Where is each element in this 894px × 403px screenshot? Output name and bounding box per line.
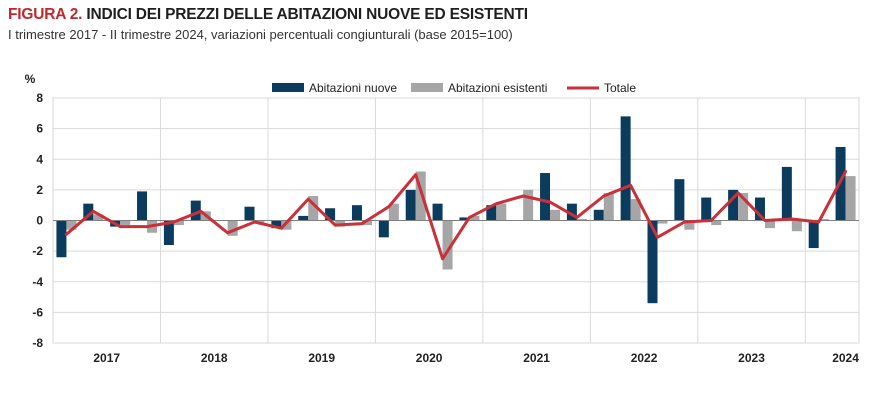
bar-abitazioni-nuove — [56, 220, 67, 258]
bar-abitazioni-esistenti — [711, 220, 722, 226]
bar-abitazioni-nuove — [298, 215, 309, 221]
bar-abitazioni-esistenti — [603, 192, 614, 221]
bar-abitazioni-esistenti — [684, 220, 695, 230]
y-tick-label: 0 — [36, 214, 43, 228]
figure-title: INDICI DEI PREZZI DELLE ABITAZIONI NUOVE… — [86, 6, 528, 23]
bar-abitazioni-esistenti — [120, 220, 131, 226]
bar-abitazioni-nuove — [432, 203, 443, 221]
bar-abitazioni-nuove — [647, 220, 658, 304]
bar-abitazioni-nuove — [486, 205, 497, 221]
x-year-label: 2019 — [308, 351, 335, 365]
figure-label: FIGURA 2. — [8, 6, 83, 23]
bar-abitazioni-nuove — [244, 206, 255, 221]
bar-abitazioni-esistenti — [93, 214, 104, 221]
bar-abitazioni-nuove — [754, 197, 765, 221]
legend-label-esistenti: Abitazioni esistenti — [448, 81, 547, 95]
chart-title: FIGURA 2. INDICI DEI PREZZI DELLE ABITAZ… — [8, 6, 528, 24]
bar-abitazioni-nuove — [378, 220, 389, 238]
bar-abitazioni-nuove — [728, 189, 739, 221]
x-year-label: 2022 — [631, 351, 658, 365]
bar-abitazioni-esistenti — [576, 218, 587, 221]
bar-abitazioni-nuove — [620, 116, 631, 221]
bar-abitazioni-esistenti — [791, 220, 802, 232]
bar-abitazioni-esistenti — [630, 199, 641, 221]
bar-abitazioni-esistenti — [738, 192, 749, 221]
bar-abitazioni-esistenti — [361, 220, 372, 226]
chart-header: FIGURA 2. INDICI DEI PREZZI DELLE ABITAZ… — [8, 6, 528, 42]
bar-abitazioni-esistenti — [388, 203, 399, 221]
bar-abitazioni-esistenti — [469, 215, 480, 221]
bar-abitazioni-nuove — [566, 203, 577, 221]
chart-subtitle: I trimestre 2017 - II trimestre 2024, va… — [8, 27, 513, 42]
x-year-label: 2020 — [416, 351, 443, 365]
y-axis: 8 6 4 2 0 -2 -4 -6 -8 — [32, 91, 43, 350]
legend: Abitazioni nuove Abitazioni esistenti Tota… — [272, 81, 636, 95]
y-tick-label: 6 — [36, 122, 43, 136]
bar-abitazioni-esistenti — [442, 220, 453, 270]
bar-abitazioni-esistenti — [173, 220, 184, 226]
bar-abitazioni-esistenti — [550, 209, 561, 221]
bar-abitazioni-esistenti — [415, 171, 426, 221]
bar-abitazioni-nuove — [325, 208, 336, 221]
x-year-label: 2023 — [738, 351, 765, 365]
y-tick-label: -6 — [32, 305, 43, 319]
bar-abitazioni-nuove — [593, 209, 604, 221]
bar-abitazioni-nuove — [190, 200, 201, 221]
bar-abitazioni-nuove — [163, 220, 174, 245]
y-unit-label: % — [25, 72, 36, 86]
total-line — [64, 170, 848, 261]
x-year-label: 2018 — [201, 351, 228, 365]
bar-abitazioni-esistenti — [523, 189, 534, 221]
x-year-label: 2017 — [93, 351, 120, 365]
line-totale — [64, 170, 848, 261]
bar-abitazioni-nuove — [405, 189, 416, 221]
bar-abitazioni-nuove — [83, 203, 94, 221]
bar-abitazioni-esistenti — [308, 196, 319, 221]
bar-abitazioni-esistenti — [281, 220, 292, 230]
legend-swatch-esistenti — [411, 83, 443, 92]
bar-abitazioni-nuove — [351, 205, 362, 221]
x-year-label: 2021 — [523, 351, 550, 365]
bar-abitazioni-esistenti — [818, 218, 829, 221]
y-tick-label: 2 — [36, 183, 43, 197]
y-tick-label: 4 — [36, 152, 43, 166]
bar-abitazioni-esistenti — [845, 176, 856, 221]
y-tick-label: -8 — [32, 336, 43, 350]
bar-abitazioni-esistenti — [496, 203, 507, 221]
bar-abitazioni-esistenti — [764, 220, 775, 229]
bar-abitazioni-nuove — [808, 220, 819, 249]
bar-abitazioni-esistenti — [657, 220, 668, 224]
y-tick-label: 8 — [36, 91, 43, 105]
y-tick-label: -2 — [32, 244, 43, 258]
bar-abitazioni-esistenti — [66, 220, 77, 230]
x-axis: 2017 2018 2019 2020 2021 2022 2023 2024 — [93, 351, 859, 365]
legend-label-totale: Totale — [604, 81, 636, 95]
bar-abitazioni-nuove — [701, 197, 712, 221]
bar-abitazioni-nuove — [540, 173, 551, 221]
legend-swatch-nuove — [272, 83, 304, 92]
bars — [56, 116, 856, 304]
bar-abitazioni-nuove — [459, 217, 470, 221]
bar-abitazioni-nuove — [674, 179, 685, 221]
legend-label-nuove: Abitazioni nuove — [309, 81, 397, 95]
bar-abitazioni-esistenti — [227, 220, 238, 236]
bar-abitazioni-nuove — [137, 191, 148, 221]
bar-abitazioni-nuove — [781, 166, 792, 221]
grid-lines — [53, 97, 859, 344]
bar-abitazioni-nuove — [271, 220, 282, 229]
x-year-label: 2024 — [832, 351, 859, 365]
y-tick-label: -4 — [32, 275, 43, 289]
